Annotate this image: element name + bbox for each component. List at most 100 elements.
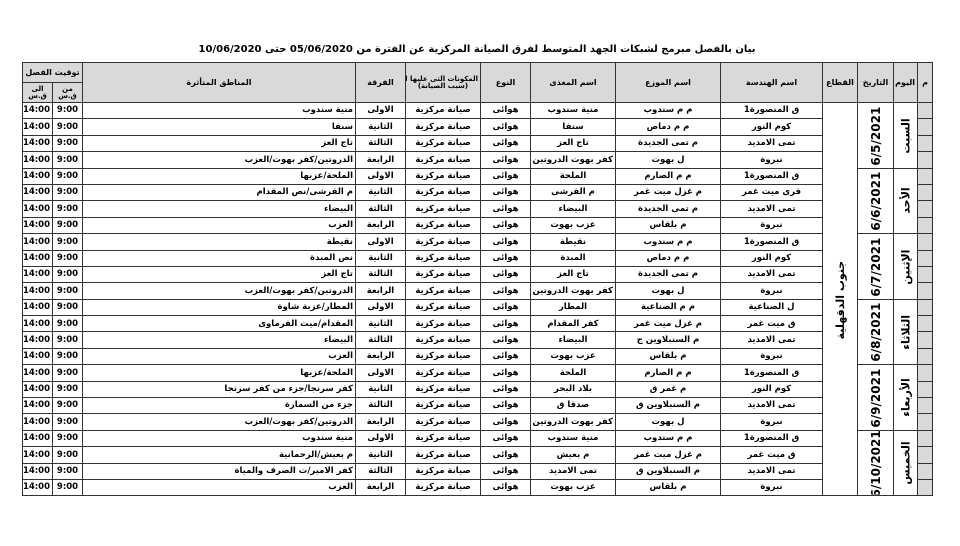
team-cell: الثانية — [355, 118, 406, 136]
to-time-cell: 14:00 — [22, 265, 53, 284]
header-cell: الى ق.س — [22, 82, 53, 103]
table-row: تمى الامديد م تمى الجديدة البيضاء هوائى صيان… — [22, 200, 933, 218]
type-cell: هوائى — [480, 249, 531, 267]
team-cell: الرابعة — [355, 216, 406, 235]
areas-cell: العزب — [82, 216, 356, 235]
feeder-cell: صدقا ق — [530, 397, 616, 415]
row-number — [917, 347, 933, 366]
from-time-cell: 9:00 — [52, 134, 83, 153]
header-cell: اسم الهندسة — [720, 62, 823, 103]
header-cell: المكونات التى عليها الصيانة(سبب الصيانة) — [405, 62, 481, 103]
engineering-cell: ق المنصورة1 — [720, 167, 823, 185]
areas-cell: م بعيش/الرحمانية — [82, 446, 356, 464]
type-cell: هوائى — [480, 331, 531, 349]
areas-cell: سنفا — [82, 118, 356, 136]
title: بيان بالفصل مبرمج لشبكات الجهد المتوسط ل… — [198, 44, 756, 55]
row-number — [917, 167, 933, 185]
engineering-cell: تمى الامديد — [720, 331, 823, 349]
team-cell: الثانية — [355, 446, 406, 464]
feeder-cell: كفر بهوت الدروتين — [530, 282, 616, 300]
distributor-cell: م غمر ق — [615, 380, 721, 399]
type-cell: هوائى — [480, 347, 531, 366]
to-time-cell: 14:00 — [22, 118, 53, 136]
header-text: ق.س — [28, 91, 47, 100]
distributor-cell: م غزل ميت غمر — [615, 446, 721, 464]
team-cell: الاولى — [355, 167, 406, 185]
from-time-cell: 9:00 — [52, 282, 83, 300]
type-cell: هوائى — [480, 200, 531, 218]
engineering-cell: ق المنصورة1 — [720, 429, 823, 448]
date-cell: 6/6/2021 — [857, 168, 894, 234]
feeder-cell: م بعيش — [530, 446, 616, 464]
components-cell: صيانة مركزية — [405, 167, 481, 185]
row-number — [917, 462, 933, 480]
areas-cell: المطار/عزبة شاوة — [82, 298, 356, 317]
header-cell: من ق.س — [52, 82, 83, 103]
header-cell: اسم الموزع — [615, 62, 721, 103]
from-time-cell: 9:00 — [52, 249, 83, 267]
team-cell: الرابعة — [355, 151, 406, 169]
feeder-cell: كفر بهوت الدروتين — [530, 413, 616, 431]
components-cell: صيانة مركزية — [405, 134, 481, 153]
feeder-cell: منية سندوب — [530, 101, 616, 120]
type-cell: هوائى — [480, 151, 531, 169]
feeder-cell: تاج العز — [530, 134, 616, 153]
components-cell: صيانة مركزية — [405, 331, 481, 349]
row-number — [917, 101, 933, 120]
table-header: م اليوم التاريخ القطاع اسم الهندسة اسم الموزع… — [22, 62, 933, 103]
type-cell: هوائى — [480, 233, 531, 251]
row-number — [917, 233, 933, 251]
type-cell: هوائى — [480, 315, 531, 333]
row-number — [917, 364, 933, 382]
from-time-cell: 9:00 — [52, 462, 83, 480]
engineering-cell: تمى الامديد — [720, 200, 823, 218]
from-time-cell: 9:00 — [52, 233, 83, 251]
components-cell: صيانة مركزية — [405, 216, 481, 235]
header-cell: الفرقة — [355, 62, 406, 103]
components-cell: صيانة مركزية — [405, 446, 481, 464]
engineering-cell: تمى الامديد — [720, 462, 823, 480]
distributor-cell: م غزل ميت غمر — [615, 183, 721, 202]
type-cell: هوائى — [480, 183, 531, 202]
team-cell: الاولى — [355, 298, 406, 317]
table-row: نبروة ل بهوت كفر بهوت الدروتين هوائى صيانة م… — [22, 282, 933, 300]
distributor-cell: ل بهوت — [615, 282, 721, 300]
from-time-cell: 9:00 — [52, 101, 83, 120]
row-number — [917, 315, 933, 333]
from-time-cell: 9:00 — [52, 167, 83, 185]
table-row: نبروة م بلقاس عزب بهوت هوائى صيانة مركزية الر… — [22, 347, 933, 366]
type-cell: هوائى — [480, 216, 531, 235]
team-cell: الثالثة — [355, 265, 406, 284]
from-time-cell: 9:00 — [52, 347, 83, 366]
engineering-cell: قرى ميت غمر — [720, 183, 823, 202]
from-time-cell: 9:00 — [52, 118, 83, 136]
from-time-cell: 9:00 — [52, 298, 83, 317]
team-cell: الثانية — [355, 183, 406, 202]
header-cell: اسم المغذى — [530, 62, 616, 103]
team-cell: الرابعة — [355, 413, 406, 431]
to-time-cell: 14:00 — [22, 462, 53, 480]
day-cell: الإثنين — [893, 233, 918, 300]
row-number — [917, 331, 933, 349]
type-cell: هوائى — [480, 413, 531, 431]
type-cell: هوائى — [480, 265, 531, 284]
from-time-cell: 9:00 — [52, 265, 83, 284]
header-cell: توقيت الفصل — [22, 62, 83, 83]
to-time-cell: 14:00 — [22, 413, 53, 431]
feeder-cell: تمى الامديد — [530, 462, 616, 480]
type-cell: هوائى — [480, 282, 531, 300]
engineering-cell: نبروة — [720, 151, 823, 169]
areas-cell: الدروتين/كفر بهوت/العزب — [82, 151, 356, 169]
day-cell: الأحد — [893, 168, 918, 234]
type-cell: هوائى — [480, 446, 531, 464]
header-cell: المناطق المتأثرة — [82, 62, 356, 103]
table-row: ق ميت غمر م غزل ميت غمر م بعيش هوائى صيانة م… — [22, 446, 933, 464]
areas-cell: العزب — [82, 478, 356, 497]
header-cell: النوع — [480, 62, 531, 103]
feeder-cell: عزب بهوت — [530, 347, 616, 366]
engineering-cell: ق ميت غمر — [720, 446, 823, 464]
engineering-cell: ق المنصورة1 — [720, 233, 823, 251]
row-number — [917, 397, 933, 415]
from-time-cell: 9:00 — [52, 364, 83, 382]
feeder-cell: المبدة — [530, 249, 616, 267]
